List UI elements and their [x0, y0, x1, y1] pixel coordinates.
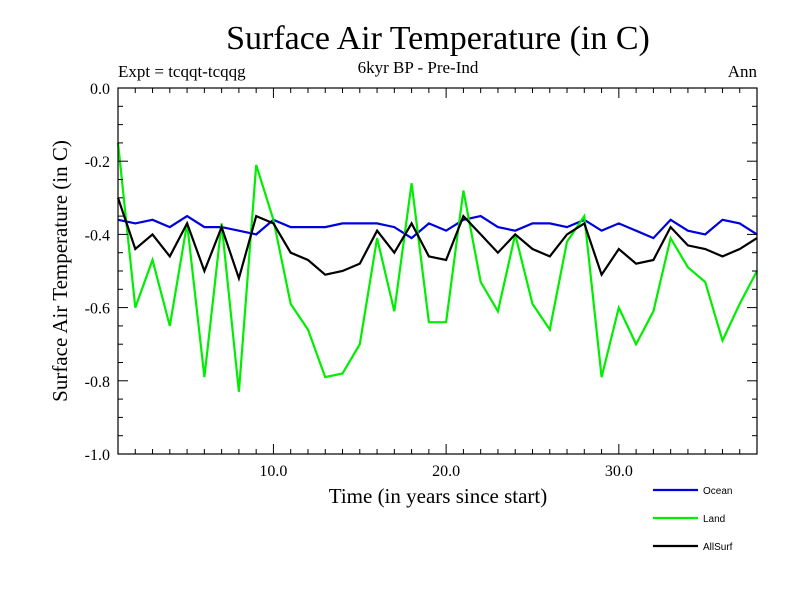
y-tick-label: -0.8	[85, 374, 110, 391]
y-tick-label: 0.0	[90, 81, 110, 98]
series-ocean-line	[117, 214, 758, 240]
legend-label-ocean: Ocean	[703, 486, 732, 497]
series-land-line	[116, 142, 758, 392]
axis-layer: 0.0 -0.2 -0.4 -0.6 -0.8 -1.0 10.0 20.0 30.0	[85, 81, 758, 480]
season-label: Ann	[728, 62, 758, 81]
x-tick-label: 30.0	[605, 463, 633, 480]
x-tick-label: 20.0	[432, 463, 460, 480]
expt-label: Expt = tcqqt-tcqqg	[118, 62, 246, 81]
series-allsurf-line	[116, 197, 758, 283]
chart-subtitle: 6kyr BP - Pre-Ind	[358, 58, 479, 77]
series-layer	[116, 142, 758, 392]
x-axis-label: Time (in years since start)	[329, 484, 548, 508]
plot-frame	[117, 87, 758, 455]
y-axis-label: Surface Air Temperature (in C)	[48, 140, 72, 402]
x-tick-label: 10.0	[259, 463, 287, 480]
y-tick-label: -0.6	[85, 301, 110, 318]
legend-label-land: Land	[703, 514, 725, 525]
legend-label-allsurf: AllSurf	[703, 542, 733, 553]
y-tick-label: -1.0	[85, 447, 110, 464]
y-tick-label: -0.4	[85, 227, 110, 244]
legend: Ocean Land AllSurf	[653, 486, 733, 553]
chart-title: Surface Air Temperature (in C)	[226, 20, 650, 57]
y-tick-label: -0.2	[85, 154, 110, 171]
